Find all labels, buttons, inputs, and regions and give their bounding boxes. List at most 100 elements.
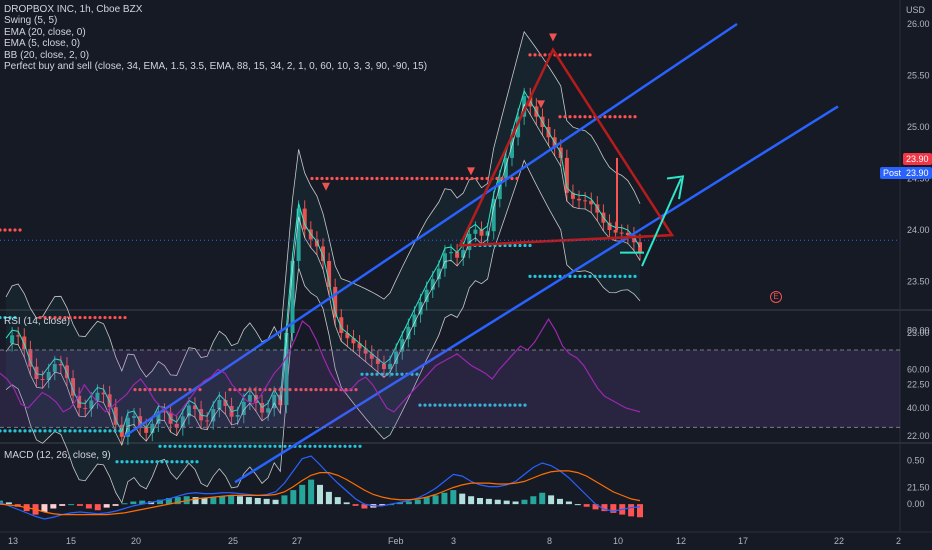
- support-dots: [308, 444, 312, 448]
- candle-body: [497, 178, 502, 200]
- resistance-dots: [324, 388, 328, 392]
- macd-hist-bar: [565, 501, 572, 505]
- macd-hist-bar: [201, 498, 208, 505]
- resistance-dots: [63, 315, 67, 320]
- macd-hist-bar: [272, 499, 279, 505]
- support-dots: [33, 429, 37, 433]
- support-dots: [208, 444, 212, 448]
- support-dots: [253, 444, 257, 448]
- macd-hist-bar: [592, 504, 599, 510]
- support-dots: [568, 274, 572, 278]
- support-dots: [453, 403, 457, 407]
- support-dots: [18, 429, 22, 433]
- candle-body: [217, 399, 222, 410]
- support-dots: [375, 372, 379, 376]
- candle-body: [113, 407, 118, 425]
- support-dots: [573, 274, 577, 278]
- macd-hist-bar: [130, 501, 137, 505]
- support-dots: [390, 372, 394, 376]
- candle-body: [290, 260, 295, 333]
- resistance-dots: [18, 228, 22, 232]
- resistance-dots: [309, 388, 313, 392]
- support-dots: [198, 444, 202, 448]
- macd-hist-bar: [157, 499, 163, 505]
- candle-body: [192, 405, 197, 410]
- candle-body: [83, 407, 88, 409]
- resistance-dots: [123, 315, 127, 320]
- support-dots: [278, 444, 282, 448]
- resistance-dots: [420, 176, 424, 181]
- resistance-dots: [450, 176, 454, 181]
- resistance-dots: [168, 388, 172, 392]
- support-dots: [313, 444, 317, 448]
- resistance-dots: [108, 315, 112, 320]
- support-dots: [623, 274, 627, 278]
- candle-body: [631, 235, 636, 243]
- earnings-marker[interactable]: E: [770, 291, 782, 303]
- resistance-dots: [515, 176, 519, 181]
- support-dots: [578, 274, 582, 278]
- macd-hist-bar: [219, 496, 226, 505]
- price-tick: 22.50: [907, 380, 930, 390]
- support-dots: [188, 444, 192, 448]
- candle-body: [430, 279, 435, 290]
- support-dots: [48, 429, 52, 433]
- resistance-dots: [350, 176, 354, 181]
- support-dots: [203, 444, 207, 448]
- indicator-swing: Swing (5, 5): [4, 15, 58, 27]
- trend-line-lower: [234, 105, 839, 484]
- candle-body: [132, 416, 137, 418]
- resistance-dots: [538, 53, 542, 57]
- candle-body: [89, 400, 94, 409]
- resistance-dots: [480, 176, 484, 181]
- support-dots: [628, 274, 632, 278]
- support-dots: [603, 274, 607, 278]
- support-dots: [518, 243, 522, 248]
- resistance-dots: [143, 388, 147, 392]
- support-dots: [263, 444, 267, 448]
- support-dots: [538, 274, 542, 278]
- support-dots: [488, 403, 492, 407]
- support-dots: [483, 403, 487, 407]
- resistance-dots: [568, 53, 572, 57]
- macd-tick: 0.00: [907, 499, 925, 509]
- resistance-dots: [93, 315, 97, 320]
- candle-body: [266, 408, 271, 413]
- resistance-dots: [623, 115, 627, 119]
- support-dots: [218, 444, 222, 448]
- resistance-dots: [465, 176, 469, 181]
- support-dots: [360, 372, 364, 376]
- time-tick: Feb: [388, 536, 404, 546]
- indicator-perfect: Perfect buy and sell (close, 34, EMA, 1.…: [4, 61, 428, 73]
- resistance-dots: [558, 115, 562, 119]
- support-dots: [165, 460, 169, 464]
- candle-body: [589, 200, 594, 205]
- candle-body: [284, 333, 289, 406]
- macd-hist-bar: [583, 504, 590, 507]
- candle-body: [442, 253, 447, 269]
- macd-hist-bar: [299, 484, 306, 505]
- support-dots: [195, 460, 199, 464]
- candle-body: [516, 116, 521, 138]
- resistance-dots: [329, 388, 333, 392]
- resistance-dots: [475, 176, 479, 181]
- support-dots: [343, 444, 347, 448]
- candle-body: [296, 208, 301, 261]
- resistance-dots: [618, 115, 622, 119]
- chart-title: DROPBOX INC, 1h, Cboe BZX: [4, 4, 143, 15]
- price-tick: 22.00: [907, 431, 930, 441]
- resistance-dots: [573, 53, 577, 57]
- price-tick: 24.00: [907, 225, 930, 235]
- support-dots: [513, 243, 517, 248]
- resistance-dots: [628, 115, 632, 119]
- support-dots: [498, 403, 502, 407]
- candle-body: [479, 229, 484, 236]
- support-dots: [618, 274, 622, 278]
- resistance-dots: [573, 115, 577, 119]
- support-dots: [303, 444, 307, 448]
- resistance-dots: [319, 388, 323, 392]
- support-dots: [155, 460, 159, 464]
- resistance-dots: [460, 176, 464, 181]
- indicator-bb: BB (20, close, 2, 0): [4, 49, 90, 61]
- candle-body: [375, 358, 380, 364]
